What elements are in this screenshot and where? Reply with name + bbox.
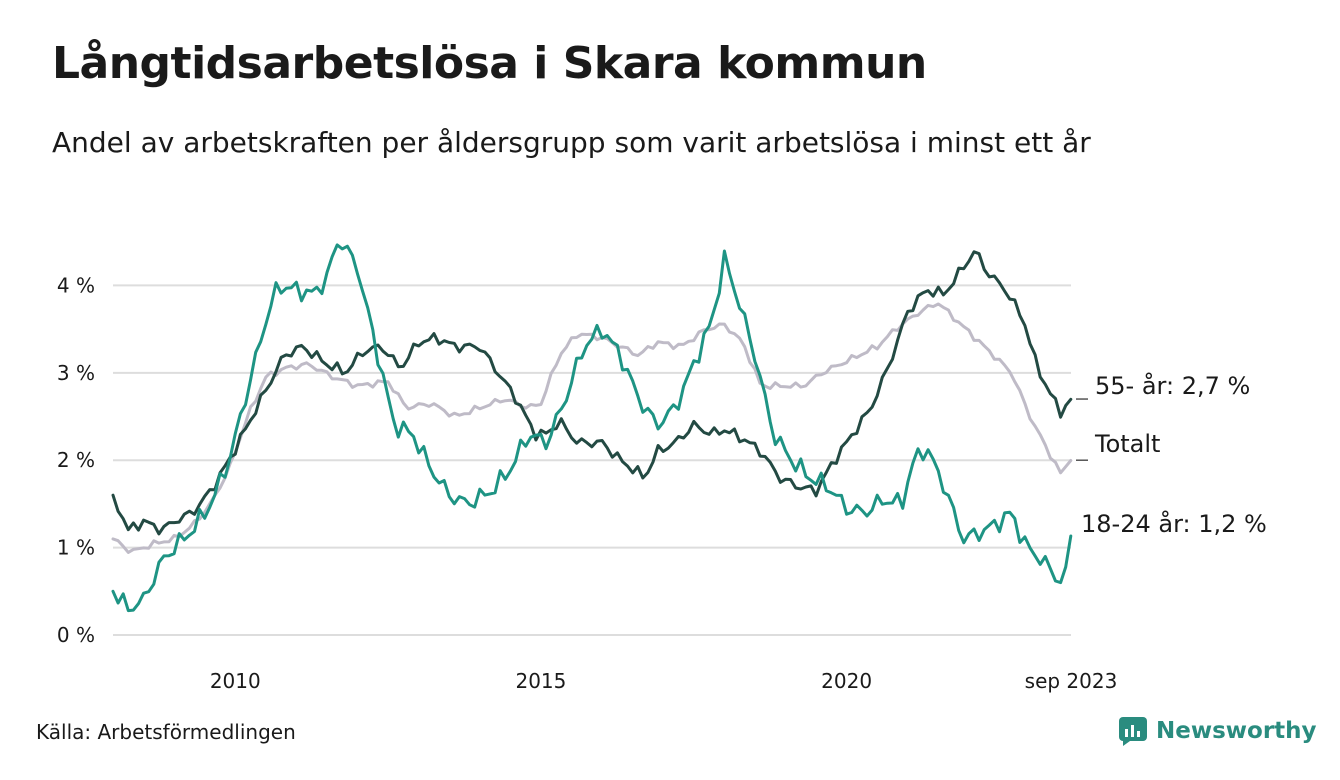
x-tick-label: sep 2023 [1025,669,1118,693]
newsworthy-logo-icon [1119,717,1147,746]
y-tick-label: 4 % [57,273,95,297]
end-label-young: 18-24 år: 1,2 % [1081,509,1267,538]
x-tick-label: 2010 [210,669,261,693]
x-tick-label: 2020 [821,669,872,693]
y-axis: 0 % 1 % 2 % 3 % 4 % [57,273,95,647]
series-line-older [111,250,1073,536]
brand-name: Newsworthy [1156,718,1317,744]
y-tick-label: 3 % [57,361,95,385]
chart-subtitle: Andel av arbetskraften per åldersgrupp s… [52,126,1091,159]
series-end-labels: Totalt 55- år: 2,7 % 18-24 år: 1,2 % [1076,371,1267,538]
brand-logo: Newsworthy [1118,716,1317,746]
x-tick-label: 2015 [515,669,566,693]
y-tick-label: 0 % [57,623,95,647]
series-line-young [111,243,1073,613]
end-label-older: 55- år: 2,7 % [1095,371,1250,400]
end-label-total: Totalt [1094,430,1160,458]
y-tick-label: 2 % [57,448,95,472]
series-line-total [111,302,1073,554]
series-lines [111,243,1073,613]
y-tick-label: 1 % [57,536,95,560]
x-axis: 2010 2015 2020 sep 2023 [210,669,1118,693]
chart-title: Långtidsarbetslösa i Skara kommun [52,38,927,89]
source-note: Källa: Arbetsförmedlingen [36,720,296,744]
